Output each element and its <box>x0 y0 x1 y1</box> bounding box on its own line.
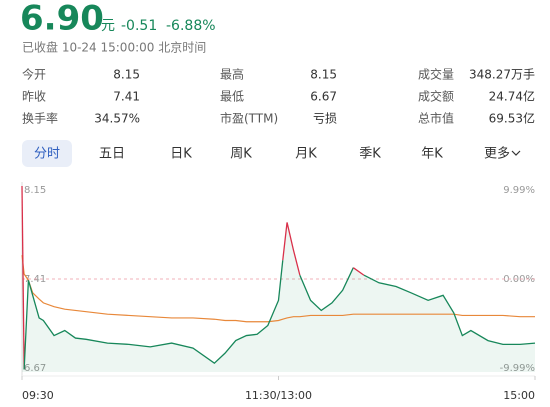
price-line <box>282 222 301 276</box>
stat-label: 最高 <box>220 67 244 82</box>
price-line <box>21 185 25 370</box>
status: 已收盘 10-24 15:00:00 北京时间 <box>22 40 206 55</box>
stat-label: 市盈(TTM) <box>220 111 278 126</box>
dropdown-arrow <box>511 150 521 156</box>
tab[interactable]: 分时 <box>34 147 60 162</box>
price-line <box>363 274 536 346</box>
stat-value: 8.15 <box>310 68 337 82</box>
stat-label: 总市值 <box>418 111 454 126</box>
stat-label: 最低 <box>220 90 244 104</box>
stat-value: 34.57% <box>94 112 140 126</box>
stat-value: 69.53亿 <box>489 111 535 126</box>
stat-label: 成交额 <box>418 89 454 104</box>
stat-value: 6.67 <box>310 90 337 104</box>
tab[interactable]: 年K <box>421 147 443 162</box>
tab[interactable]: 周K <box>230 147 252 162</box>
avg-line <box>21 255 535 323</box>
y-tick-label: 8.15 <box>24 185 46 196</box>
tab[interactable]: 更多 <box>484 146 510 162</box>
stat-label: 换手率 <box>22 111 58 126</box>
price-line <box>23 260 284 370</box>
tab[interactable]: 月K <box>295 147 317 162</box>
stat-label: 今开 <box>22 67 46 82</box>
x-tick-label: 11:30/13:00 <box>245 389 312 402</box>
y2-tick-label: 0.00% <box>503 274 535 285</box>
unit: 元 <box>101 18 115 34</box>
stat-label: 昨收 <box>22 90 46 104</box>
tab-selected-bg <box>22 140 72 167</box>
price-area <box>22 186 535 372</box>
x-tick-label: 09:30 <box>22 389 54 402</box>
stat-value: 亏损 <box>313 112 337 126</box>
stat-value: 24.74亿 <box>489 89 535 104</box>
tab[interactable]: 五日 <box>99 147 125 162</box>
stat-value: 7.41 <box>113 90 140 104</box>
change: -0.51 <box>121 18 157 34</box>
x-tick-label: 15:00 <box>503 389 535 402</box>
stat-value: 8.15 <box>113 68 140 82</box>
tab[interactable]: 季K <box>359 147 381 162</box>
change-pct: -6.88% <box>166 18 216 34</box>
y2-tick-label: 9.99% <box>503 185 535 196</box>
price-line <box>352 267 365 276</box>
y2-tick-label: -9.99% <box>500 363 535 374</box>
tab[interactable]: 日K <box>170 147 192 162</box>
y-tick-label: 6.67 <box>24 363 46 374</box>
price: 6.90 <box>20 0 104 39</box>
stat-label: 成交量 <box>418 67 454 82</box>
stat-value: 348.27万手 <box>469 68 535 82</box>
price-line <box>299 267 354 312</box>
